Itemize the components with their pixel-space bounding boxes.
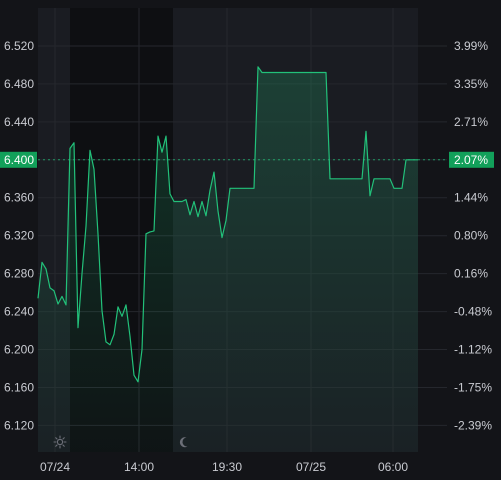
y-tick-label: 6.160 [4, 380, 34, 394]
left-axis: 6.520 6.480 6.440 6.360 6.320 6.280 6.240 6.200… [0, 39, 37, 432]
y-tick-label: 6.360 [4, 191, 34, 205]
current-change-label: 2.07% [454, 153, 488, 167]
x-tick-label: 07/24 [40, 460, 70, 474]
y-tick-label-right: 0.80% [454, 229, 488, 243]
right-axis: 3.99% 3.35% 2.71% 1.44% 0.80% 0.16% -0.48% -1.1… [449, 39, 494, 432]
y-tick-label: 6.200 [4, 343, 34, 357]
y-tick-label-right: -1.12% [454, 343, 492, 357]
y-tick-label-right: -1.75% [454, 380, 492, 394]
x-tick-label: 06:00 [378, 460, 408, 474]
y-tick-label-right: 3.35% [454, 77, 488, 91]
y-tick-label: 6.480 [4, 77, 34, 91]
price-area-fill [38, 66, 418, 453]
y-tick-label-right: -0.48% [454, 305, 492, 319]
y-tick-label-right: 0.16% [454, 267, 488, 281]
session-icons [53, 435, 188, 449]
sun-icon [53, 435, 67, 449]
current-change-badge [449, 151, 494, 168]
y-tick-label-right: 3.99% [454, 39, 488, 53]
y-tick-label-right: 1.44% [454, 191, 488, 205]
y-tick-label-right: -2.39% [454, 418, 492, 432]
moon-icon [179, 437, 188, 448]
x-tick-label: 07/25 [296, 460, 326, 474]
x-tick-label: 14:00 [124, 460, 154, 474]
y-tick-label: 6.240 [4, 305, 34, 319]
y-tick-label: 6.440 [4, 115, 34, 129]
current-price-badge [0, 151, 37, 168]
x-axis: 07/24 14:00 19:30 07/25 06:00 [40, 460, 408, 474]
x-tick-label: 19:30 [212, 460, 242, 474]
y-tick-label-right: 2.71% [454, 115, 488, 129]
y-tick-label: 6.520 [4, 39, 34, 53]
y-tick-label: 6.320 [4, 229, 34, 243]
y-tick-label: 6.280 [4, 267, 34, 281]
area-layer [37, 66, 418, 453]
price-line [37, 66, 418, 383]
y-tick-label: 6.120 [4, 418, 34, 432]
current-price-label: 6.400 [4, 153, 34, 167]
